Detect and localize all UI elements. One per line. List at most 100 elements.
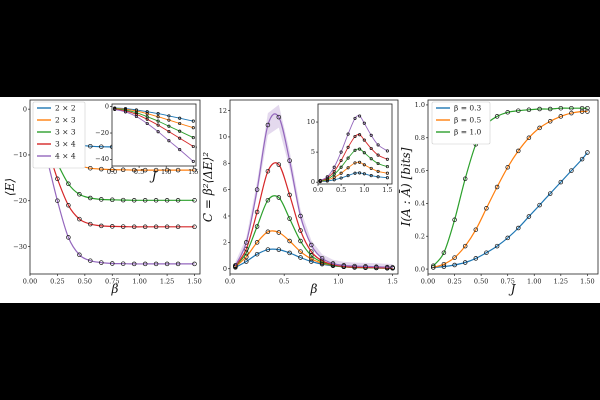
energy-inset-xtick-label: 0.5 <box>134 168 144 176</box>
heat-capacity-data-point <box>265 247 271 252</box>
energy-data-point <box>153 261 159 267</box>
energy-inset-data-point <box>123 110 128 114</box>
energy-data-point <box>164 261 170 267</box>
mutual-information-legend-label: β = 1.0 <box>454 128 482 137</box>
mutual-information-data-point <box>505 110 510 115</box>
heat-capacity-inset-data-point <box>353 148 357 152</box>
energy-data-point <box>131 167 137 173</box>
heat-capacity-series-line <box>234 162 393 269</box>
energy-xtick-label: 0.00 <box>23 278 37 286</box>
heat-capacity-inset-data-point <box>339 150 343 154</box>
energy-inset-data-point <box>178 116 182 120</box>
heat-capacity-data-point <box>254 209 260 215</box>
mutual-information-ytick-label: 0.0 <box>415 265 425 273</box>
mutual-information-data-point <box>585 109 590 114</box>
mutual-information-data-point <box>579 105 585 111</box>
heat-capacity-ytick-label: 6 <box>223 186 227 194</box>
energy-legend-label: 4 × 4 <box>55 152 76 161</box>
energy-data-point <box>88 143 93 149</box>
mutual-information-ylabel: I(A : Ā) [bits] <box>398 147 413 227</box>
heat-capacity-ytick-label: 0 <box>223 265 227 273</box>
heat-capacity-inset-ytick-label: 5 <box>311 148 315 156</box>
energy-data-point <box>153 198 159 203</box>
energy-data-point <box>142 198 148 203</box>
energy-data-point <box>192 167 197 173</box>
heat-capacity-inset-data-point <box>358 147 362 151</box>
energy-inset-data-point <box>145 117 149 121</box>
energy-data-point <box>175 198 181 203</box>
mutual-information-data-point <box>526 107 532 113</box>
energy-inset-data-point <box>178 148 182 152</box>
heat-capacity-inset-data-point <box>385 165 389 169</box>
heat-capacity-inset-data-point <box>339 171 343 175</box>
heat-capacity-data-point <box>352 263 357 269</box>
energy-inset-data-point <box>167 130 171 134</box>
mutual-information-data-point <box>462 260 468 265</box>
mutual-information-data-point <box>516 148 521 154</box>
mutual-information-ytick-label: 1.0 <box>415 101 425 109</box>
mutual-information-xtick-label: 1.25 <box>554 278 568 286</box>
heat-capacity-inset-xtick-label: 0.0 <box>313 186 323 194</box>
heat-capacity-data-point <box>254 224 260 229</box>
energy-data-point <box>55 198 60 203</box>
heat-capacity-data-point <box>265 122 271 128</box>
heat-capacity-inset-data-point <box>369 166 373 170</box>
heat-capacity-data-point <box>276 195 282 200</box>
energy-series-line <box>34 118 195 228</box>
mutual-information-ytick-label: 0.2 <box>415 233 425 241</box>
mutual-information-data-point <box>505 235 510 241</box>
heat-capacity-inset-ytick-label: 0 <box>311 178 315 186</box>
heat-capacity-data-point <box>390 265 395 270</box>
energy-data-point <box>88 165 93 171</box>
heat-capacity-inset-data-point <box>362 121 366 125</box>
energy-inset-ytick-label: 0 <box>105 102 109 110</box>
mutual-information-data-point <box>516 108 521 113</box>
heat-capacity-data-point <box>233 263 238 268</box>
heat-capacity-inset-data-point <box>376 169 380 173</box>
mutual-information-data-point <box>441 261 447 267</box>
heat-capacity-data-point <box>254 240 260 245</box>
heat-capacity-inset-data-point <box>339 158 343 163</box>
energy-data-point <box>131 224 137 230</box>
energy-inset-data-point <box>167 139 171 143</box>
heat-capacity-data-point <box>276 162 282 167</box>
heat-capacity-inset-data-point <box>346 145 350 149</box>
energy-ytick-label: 0 <box>23 105 27 113</box>
heat-capacity-inset-data-point <box>318 178 322 182</box>
mutual-information-data-point <box>494 114 500 119</box>
heat-capacity-inset-ytick-label: 10 <box>307 118 315 126</box>
energy-xtick-label: 0.75 <box>105 278 119 286</box>
energy-data-point <box>164 198 170 203</box>
heat-capacity-inset-data-point <box>385 157 389 161</box>
heat-capacity-data-point <box>309 256 314 262</box>
energy-series-line <box>34 121 195 265</box>
energy-inset-data-point <box>191 136 195 140</box>
mutual-information-ytick-label: 0.8 <box>415 134 425 142</box>
mutual-information-data-point <box>558 179 564 185</box>
energy-data-point <box>99 166 104 172</box>
mutual-information-legend-box <box>431 101 491 145</box>
energy-inset-data-point <box>156 112 160 116</box>
energy-data-point <box>99 144 104 149</box>
mutual-information-data-point <box>547 106 553 112</box>
energy-data-point <box>88 258 93 263</box>
energy-inset-data-point <box>156 123 160 127</box>
mutual-information-data-point <box>585 105 590 111</box>
energy-legend-box <box>32 101 86 169</box>
heat-capacity-data-point <box>244 259 249 264</box>
heat-capacity-inset-data-point <box>362 138 366 142</box>
energy-data-point <box>142 224 148 230</box>
heat-capacity-inset-data-point <box>385 171 389 175</box>
energy-data-point <box>153 167 159 173</box>
energy-legend-label: 2 × 2 <box>55 104 76 113</box>
energy-data-point <box>120 224 126 229</box>
heat-capacity-xtick-label: 0.0 <box>225 278 235 286</box>
mutual-information-data-point <box>585 150 590 155</box>
heat-capacity-ytick-label: 8 <box>223 160 227 168</box>
heat-capacity-inset-data-point <box>339 176 343 180</box>
energy-inset-data-point <box>191 144 195 149</box>
energy-data-point <box>192 198 197 203</box>
heat-capacity-data-point <box>287 158 292 163</box>
mutual-information-xtick-label: 0.75 <box>500 278 514 286</box>
mutual-information-xtick-label: 0.00 <box>421 278 435 286</box>
